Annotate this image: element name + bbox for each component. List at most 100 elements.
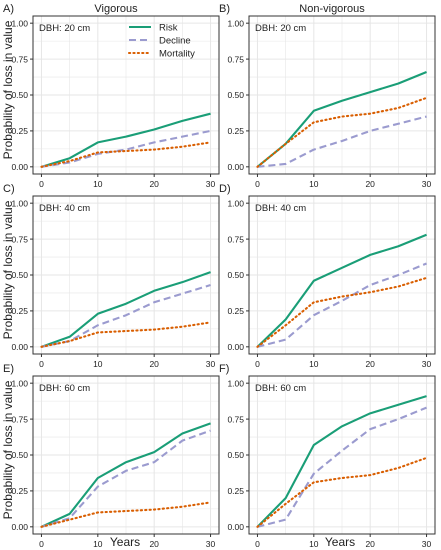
x-tick-label: 20 bbox=[365, 359, 375, 369]
series-line-risk bbox=[41, 112, 211, 168]
y-tick-label: 1.00 bbox=[11, 18, 28, 28]
x-tick-label: 20 bbox=[149, 359, 159, 369]
series-line-decline bbox=[41, 284, 211, 348]
x-axis-title-left: Years bbox=[110, 535, 140, 549]
x-tick-label: 0 bbox=[39, 539, 44, 549]
panel-c: 0.00 0.25 0.50 0.75 1.00 0 10 20 30 C) DBH: 40 cm bbox=[3, 183, 220, 369]
y-tick-label: 0.25 bbox=[227, 306, 244, 316]
x-tick-label: 10 bbox=[309, 539, 319, 549]
y-tick-label: 1.00 bbox=[227, 198, 244, 208]
y-tick-label: 1.00 bbox=[227, 378, 244, 388]
legend-label-mortality: Mortality bbox=[159, 48, 195, 59]
x-tick-label: 10 bbox=[309, 359, 319, 369]
panel-label: E) bbox=[3, 363, 14, 375]
x-axis-title-right: Years bbox=[325, 535, 355, 549]
series-line-risk bbox=[41, 422, 211, 528]
y-tick-label: 0.25 bbox=[11, 486, 28, 496]
series-line-risk bbox=[41, 271, 211, 348]
series-line-risk bbox=[256, 233, 427, 348]
x-tick-label: 0 bbox=[255, 179, 260, 189]
column-title: Vigorous bbox=[94, 3, 138, 15]
panel-label: A) bbox=[3, 3, 14, 15]
series-line-decline bbox=[257, 262, 427, 348]
dbh-label: DBH: 40 cm bbox=[39, 203, 90, 214]
panel-label: B) bbox=[219, 3, 230, 15]
y-tick-label: 0.75 bbox=[227, 54, 244, 64]
series-line-mortality bbox=[40, 141, 212, 168]
y-tick-label: 0.00 bbox=[227, 162, 244, 172]
y-tick-label: 0.50 bbox=[227, 270, 244, 280]
series-line-mortality bbox=[256, 276, 428, 348]
y-axis-title-row-1: Probability of loss in value bbox=[1, 20, 15, 159]
y-tick-label: 0.00 bbox=[11, 522, 28, 532]
x-tick-label: 30 bbox=[422, 179, 432, 189]
panel-d: 0.00 0.25 0.50 0.75 1.00 0 10 20 30 D) DBH: 40 cm bbox=[219, 183, 436, 369]
x-tick-label: 10 bbox=[309, 179, 319, 189]
x-tick-label: 30 bbox=[422, 359, 432, 369]
y-tick-label: 0.50 bbox=[11, 450, 28, 460]
y-tick-label: 0.25 bbox=[227, 486, 244, 496]
series-line-mortality bbox=[40, 501, 212, 528]
dbh-label: DBH: 60 cm bbox=[39, 383, 90, 394]
y-tick-label: 0.75 bbox=[11, 234, 28, 244]
dbh-label: DBH: 20 cm bbox=[39, 23, 90, 34]
series-line-mortality bbox=[40, 321, 212, 348]
legend-label-risk: Risk bbox=[159, 22, 178, 33]
x-tick-label: 30 bbox=[206, 179, 216, 189]
series-line-risk bbox=[256, 395, 427, 528]
panel-label: F) bbox=[219, 363, 229, 375]
x-tick-label: 0 bbox=[255, 539, 260, 549]
panel-b: 0.00 0.25 0.50 0.75 1.00 0 10 20 30 B) Non-vigorou… bbox=[219, 3, 436, 189]
y-tick-label: 0.50 bbox=[11, 90, 28, 100]
x-tick-label: 20 bbox=[365, 179, 375, 189]
x-tick-label: 30 bbox=[422, 539, 432, 549]
y-tick-label: 0.25 bbox=[11, 126, 28, 136]
y-tick-label: 1.00 bbox=[11, 378, 28, 388]
panel-a: 0.00 0.25 0.50 0.75 1.00 0 10 20 30 A) Vigorous DBH… bbox=[3, 3, 220, 189]
x-tick-label: 10 bbox=[93, 179, 103, 189]
series-line-decline bbox=[257, 115, 427, 168]
x-tick-label: 0 bbox=[39, 359, 44, 369]
y-tick-label: 0.75 bbox=[227, 414, 244, 424]
legend: Risk Decline Mortality bbox=[127, 22, 195, 59]
y-tick-label: 1.00 bbox=[11, 198, 28, 208]
dbh-label: DBH: 20 cm bbox=[255, 23, 306, 34]
y-tick-label: 0.00 bbox=[227, 522, 244, 532]
x-tick-label: 0 bbox=[255, 359, 260, 369]
y-tick-label: 0.00 bbox=[227, 342, 244, 352]
y-axis-title-row-2: Probability of loss in value bbox=[1, 200, 15, 339]
series-line-mortality bbox=[256, 96, 428, 168]
column-title: Non-vigorous bbox=[299, 3, 365, 15]
panel-label: D) bbox=[219, 183, 231, 195]
y-tick-label: 0.75 bbox=[227, 234, 244, 244]
x-tick-label: 10 bbox=[93, 539, 103, 549]
y-tick-label: 0.00 bbox=[11, 342, 28, 352]
panel-e: 0.00 0.25 0.50 0.75 1.00 0 10 20 30 E) DBH: 60 cm bbox=[3, 363, 220, 549]
y-tick-label: 0.00 bbox=[11, 162, 28, 172]
y-tick-label: 0.50 bbox=[227, 90, 244, 100]
y-axis-title-row-3: Probability of loss in value bbox=[1, 380, 15, 519]
x-tick-label: 30 bbox=[206, 539, 216, 549]
y-tick-label: 0.50 bbox=[11, 270, 28, 280]
x-tick-label: 30 bbox=[206, 359, 216, 369]
legend-label-decline: Decline bbox=[159, 35, 191, 46]
dbh-label: DBH: 60 cm bbox=[255, 383, 306, 394]
x-tick-label: 0 bbox=[39, 179, 44, 189]
series-line-mortality bbox=[256, 456, 428, 528]
y-tick-label: 0.75 bbox=[11, 414, 28, 424]
panel-label: C) bbox=[3, 183, 15, 195]
x-tick-label: 20 bbox=[365, 539, 375, 549]
x-tick-label: 20 bbox=[149, 179, 159, 189]
x-tick-label: 20 bbox=[149, 539, 159, 549]
y-tick-label: 0.25 bbox=[227, 126, 244, 136]
y-tick-label: 0.50 bbox=[227, 450, 244, 460]
y-tick-label: 0.25 bbox=[11, 306, 28, 316]
y-tick-label: 0.75 bbox=[11, 54, 28, 64]
series-line-decline bbox=[41, 429, 211, 528]
panel-f: 0.00 0.25 0.50 0.75 1.00 0 10 20 30 F) DBH: 60 cm bbox=[219, 363, 436, 549]
series-line-decline bbox=[41, 129, 211, 168]
y-tick-label: 1.00 bbox=[227, 18, 244, 28]
x-tick-label: 10 bbox=[93, 359, 103, 369]
dbh-label: DBH: 40 cm bbox=[255, 203, 306, 214]
